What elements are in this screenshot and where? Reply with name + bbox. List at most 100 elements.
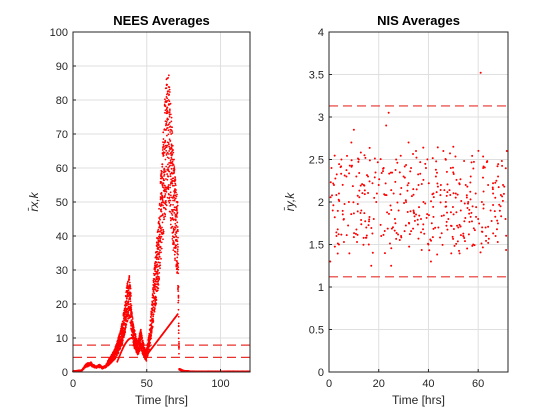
- nis-data-point: [496, 222, 499, 225]
- nees-points: [72, 74, 251, 373]
- nis-data-point: [436, 185, 439, 188]
- nees-data-point: [177, 262, 180, 265]
- nees-data-point: [153, 308, 156, 311]
- nis-data-point: [367, 224, 370, 227]
- nees-data-point: [140, 334, 143, 337]
- nis-data-point: [391, 226, 394, 229]
- nis-data-point: [398, 171, 401, 174]
- nees-data-point: [173, 236, 176, 239]
- y-tick-label: 2.5: [309, 155, 324, 167]
- nis-data-point: [435, 171, 438, 174]
- nis-data-point: [469, 175, 472, 178]
- nees-data-point: [177, 301, 180, 304]
- nees-data-point: [166, 196, 169, 199]
- nis-data-point: [365, 174, 368, 177]
- nis-data-point: [341, 213, 344, 216]
- y-tick-label: 80: [56, 95, 68, 107]
- nis-data-point: [431, 236, 434, 239]
- nees-data-point: [150, 310, 153, 313]
- nis-data-point: [500, 159, 503, 162]
- nees-data-point: [166, 151, 169, 154]
- nees-data-point: [170, 120, 173, 123]
- nees-data-point: [161, 196, 164, 199]
- nis-data-point: [336, 209, 339, 212]
- nees-data-point: [164, 193, 167, 195]
- x-tick-label: 50: [141, 378, 153, 390]
- nees-data-point: [151, 304, 154, 307]
- nis-data-point: [484, 226, 487, 229]
- nees-data-point: [159, 218, 161, 221]
- nis-data-point: [406, 184, 409, 187]
- nis-data-point: [494, 196, 497, 199]
- nis-data-point: [436, 146, 439, 149]
- nees-data-point: [177, 325, 180, 328]
- nees-x-axis-label: Time [hrs]: [135, 393, 188, 407]
- nees-data-point: [157, 246, 160, 249]
- nis-data-point: [341, 183, 344, 186]
- nees-data-point: [156, 277, 159, 280]
- nis-data-point: [368, 215, 371, 218]
- nis-data-point: [482, 207, 485, 210]
- nis-data-point: [482, 155, 485, 158]
- nees-data-point: [164, 194, 166, 197]
- nees-data-point: [160, 172, 163, 175]
- nis-data-point: [444, 158, 447, 161]
- nis-data-point: [363, 189, 366, 192]
- nis-data-point: [363, 184, 366, 187]
- nis-data-point: [365, 226, 368, 229]
- nis-data-point: [415, 156, 418, 159]
- nis-data-point: [422, 228, 425, 231]
- nis-data-point: [384, 194, 387, 197]
- nees-data-point: [163, 218, 166, 221]
- nees-data-point: [177, 295, 180, 298]
- nees-data-point: [170, 146, 173, 148]
- nees-data-point: [173, 158, 175, 161]
- nees-data-point: [177, 290, 180, 293]
- nees-data-point: [167, 123, 170, 126]
- nis-data-point: [408, 245, 411, 248]
- nees-data-point: [171, 126, 173, 129]
- nis-data-point: [504, 218, 507, 220]
- nees-data-point: [168, 109, 171, 112]
- nis-data-point: [357, 160, 360, 163]
- nees-data-point: [150, 315, 152, 318]
- y-tick-label: 2: [318, 197, 324, 209]
- nis-data-point: [361, 183, 364, 186]
- y-tick-label: 50: [56, 197, 68, 209]
- nees-data-point: [160, 208, 163, 211]
- nees-data-point: [174, 184, 177, 187]
- y-tick-label: 20: [56, 299, 68, 311]
- nees-data-point: [172, 199, 174, 202]
- nees-data-point: [126, 284, 129, 287]
- nis-data-point: [367, 175, 370, 178]
- nis-data-point: [482, 190, 485, 193]
- nis-data-point: [423, 232, 426, 235]
- nis-data-point: [455, 211, 458, 214]
- nis-data-point: [468, 208, 471, 211]
- nees-data-point: [170, 156, 173, 159]
- nis-data-point: [492, 182, 495, 185]
- nis-data-point: [418, 206, 421, 209]
- nis-data-point: [459, 225, 462, 228]
- nis-data-point: [356, 233, 359, 236]
- nis-data-point: [418, 214, 421, 217]
- nees-data-point: [156, 266, 158, 268]
- y-tick-label: 1.5: [309, 240, 324, 252]
- nees-data-point: [166, 97, 169, 100]
- nees-data-point: [165, 204, 168, 207]
- nees-data-point: [157, 243, 160, 246]
- nees-data-point: [165, 149, 168, 152]
- nees-data-point: [176, 204, 179, 207]
- nees-data-point: [159, 261, 161, 264]
- nis-data-point: [391, 171, 394, 174]
- nis-data-point: [497, 175, 500, 178]
- nis-data-point: [451, 235, 454, 238]
- nees-data-point: [173, 196, 176, 199]
- nis-data-point: [436, 182, 439, 185]
- nis-data-point: [430, 200, 433, 203]
- nis-data-point: [503, 185, 506, 188]
- nis-data-point: [420, 249, 423, 252]
- nees-data-point: [161, 176, 164, 179]
- nees-data-point: [170, 212, 173, 215]
- nees-data-point: [166, 83, 169, 86]
